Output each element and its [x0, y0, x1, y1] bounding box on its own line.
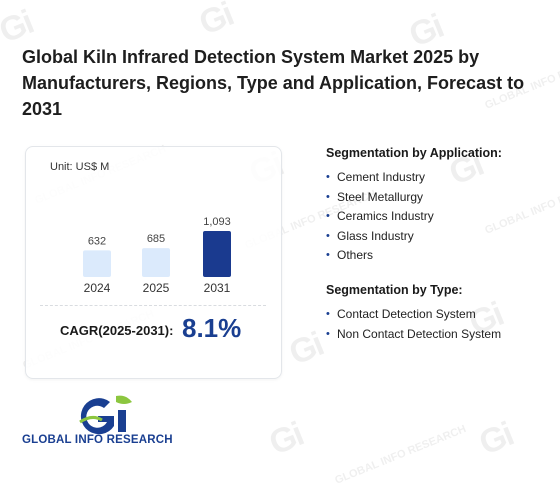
application-item-label: Others: [337, 248, 374, 262]
application-item-label: Steel Metallurgy: [337, 189, 424, 204]
bullet-icon: •: [326, 308, 330, 320]
watermark: Gi: [193, 0, 238, 43]
cagr-label: CAGR(2025-2031):: [60, 323, 174, 338]
logo: [22, 392, 192, 452]
cagr-value: 8.1%: [182, 313, 242, 343]
bar-2024: [83, 250, 111, 277]
market-size-card: Unit: US$ M 632 2024 685 2025 1,093 2031 CAGR…: [25, 146, 282, 379]
application-item: • Cement Industry: [326, 168, 546, 188]
data-label: 685: [147, 233, 165, 245]
bullet-icon: •: [326, 327, 330, 340]
watermark: Gi: [263, 415, 308, 463]
application-item: • Steel Metallurgy: [326, 188, 546, 208]
category-label: 2031: [204, 281, 231, 295]
type-item-label: Contact Detection System: [337, 307, 476, 321]
application-list: • Cement Industry • Steel Metallurgy • Cerami…: [326, 168, 546, 266]
segmentation-type: Segmentation by Type: • Contact Detection…: [326, 283, 546, 344]
bullet-icon: •: [326, 171, 330, 183]
watermark: GLOBAL INFO RESEARCH: [333, 423, 468, 487]
application-item-label: Ceramics Industry: [337, 209, 434, 223]
watermark: Gi: [283, 325, 328, 373]
application-item: • Glass Industry: [326, 227, 546, 247]
category-label: 2024: [84, 281, 111, 295]
segmentation-application-heading: Segmentation by Application:: [326, 146, 502, 160]
type-list: • Contact Detection System • Non Contact De…: [326, 305, 546, 344]
unit-label: Unit: US$ M: [50, 161, 110, 173]
segmentation-application: Segmentation by Application: • Cement Ind…: [326, 146, 546, 266]
bullet-icon: •: [326, 229, 330, 242]
application-item-label: Cement Industry: [337, 170, 426, 184]
category-label: 2025: [143, 281, 170, 295]
watermark: Gi: [473, 415, 518, 463]
logo-text: GLOBAL INFO RESEARCH: [22, 434, 173, 446]
bullet-icon: •: [326, 190, 330, 203]
type-item: • Non Contact Detection System: [326, 325, 546, 345]
application-item-label: Glass Industry: [337, 228, 414, 243]
bullet-icon: •: [326, 249, 330, 261]
application-item: • Others: [326, 246, 546, 266]
application-item: • Ceramics Industry: [326, 207, 546, 227]
type-item-label: Non Contact Detection System: [337, 326, 502, 341]
bullet-icon: •: [326, 210, 330, 222]
bar-2025: [142, 248, 170, 277]
page-title: Global Kiln Infrared Detection System Ma…: [22, 47, 525, 119]
data-label: 632: [88, 235, 106, 247]
data-label: 1,093: [203, 216, 231, 228]
bar-chart: 632 2024 685 2025 1,093 2031: [83, 216, 231, 295]
type-item: • Contact Detection System: [326, 305, 546, 325]
divider: [40, 305, 266, 306]
segmentation-type-heading: Segmentation by Type:: [326, 283, 463, 297]
logo-mark-icon: [79, 395, 132, 435]
bar-2031: [203, 231, 231, 277]
